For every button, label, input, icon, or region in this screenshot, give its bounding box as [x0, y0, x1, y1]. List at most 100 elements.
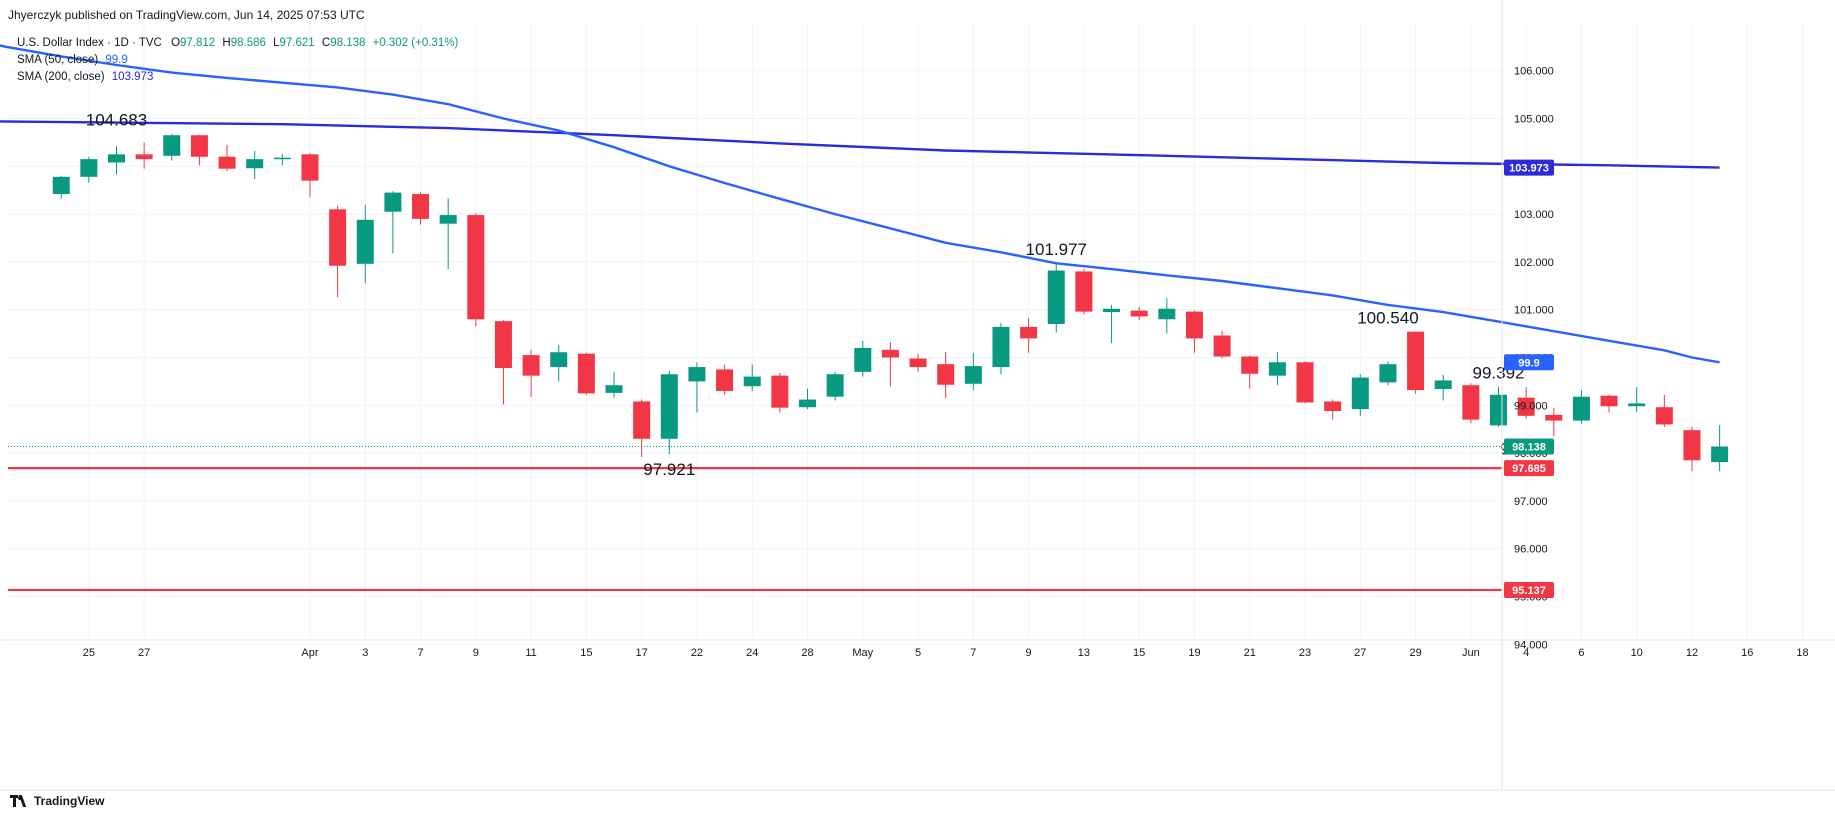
candle[interactable] — [301, 152, 319, 198]
x-tick-label: 21 — [1244, 647, 1256, 659]
candle[interactable] — [246, 151, 264, 180]
candle[interactable] — [992, 323, 1010, 375]
candles[interactable] — [52, 133, 1729, 472]
y-tick-label: 106.000 — [1514, 66, 1554, 78]
candle-body — [1158, 308, 1176, 320]
candle[interactable] — [1572, 390, 1590, 424]
candle[interactable] — [218, 144, 236, 172]
candle[interactable] — [1434, 374, 1452, 401]
candle-body — [356, 219, 374, 264]
candle[interactable] — [1324, 399, 1342, 420]
candle[interactable] — [494, 320, 512, 405]
candle-body — [771, 375, 789, 408]
candle[interactable] — [1020, 318, 1038, 353]
candle[interactable] — [1407, 331, 1425, 394]
candle[interactable] — [550, 345, 568, 382]
candle[interactable] — [660, 370, 678, 455]
candle[interactable] — [1379, 361, 1397, 386]
candle[interactable] — [356, 204, 374, 284]
candle[interactable] — [1683, 426, 1701, 472]
support-levels — [8, 446, 1502, 592]
candle[interactable] — [1075, 269, 1093, 315]
candle[interactable] — [1711, 425, 1729, 472]
candle[interactable] — [854, 340, 872, 377]
x-tick-label: 15 — [1133, 647, 1145, 659]
candle[interactable] — [1268, 351, 1286, 386]
candle-body — [1103, 308, 1121, 313]
candle[interactable] — [688, 362, 706, 413]
axis-price-label: 103.973 — [1504, 159, 1554, 176]
candle[interactable] — [1241, 355, 1259, 389]
candle[interactable] — [1351, 374, 1369, 416]
candle[interactable] — [605, 371, 623, 398]
candle-body — [1020, 326, 1038, 339]
candle-body — [743, 376, 761, 387]
candle[interactable] — [108, 146, 125, 175]
candle[interactable] — [1047, 262, 1065, 333]
candle[interactable] — [467, 213, 485, 327]
candle[interactable] — [52, 175, 70, 199]
candle[interactable] — [633, 399, 651, 457]
candle-body — [799, 399, 816, 408]
candle[interactable] — [1296, 361, 1314, 404]
legend: U.S. Dollar Index · 1D · TVC O97.812 H98… — [17, 35, 458, 86]
candle[interactable] — [1628, 387, 1646, 412]
tradingview-logo-icon — [10, 795, 30, 807]
candle-body — [1130, 310, 1148, 317]
candle[interactable] — [135, 142, 153, 169]
candle-body — [163, 135, 181, 156]
candle[interactable] — [909, 353, 927, 372]
candle[interactable] — [522, 349, 540, 397]
candle[interactable] — [1185, 310, 1203, 353]
candle[interactable] — [1517, 387, 1535, 419]
candle[interactable] — [163, 133, 181, 161]
axis-price-label: 97.685 — [1504, 460, 1554, 477]
candle-body — [660, 374, 678, 439]
candle[interactable] — [743, 364, 761, 391]
candle-body — [1296, 362, 1314, 403]
axis-price-label-bg — [1504, 581, 1554, 598]
price-annotation: 104.683 — [86, 111, 147, 130]
candle-body — [1324, 401, 1342, 412]
time-axis[interactable]: 212527Apr379111517222428May5791315192123… — [0, 639, 1835, 791]
tradingview-footer[interactable]: TradingView — [10, 794, 104, 808]
candle[interactable] — [1462, 383, 1480, 424]
candle[interactable] — [273, 153, 291, 166]
candle[interactable] — [1655, 394, 1673, 427]
candle[interactable] — [1130, 306, 1148, 321]
candle[interactable] — [716, 364, 734, 395]
candle[interactable] — [881, 342, 899, 387]
candle[interactable] — [412, 192, 430, 225]
candle[interactable] — [1600, 394, 1618, 413]
candle[interactable] — [439, 198, 457, 270]
candle-body — [329, 209, 347, 266]
x-tick-label: 27 — [138, 647, 150, 659]
candle[interactable] — [1545, 407, 1563, 437]
x-tick-label: 7 — [970, 647, 976, 659]
candle[interactable] — [1103, 304, 1121, 344]
candle[interactable] — [1158, 298, 1176, 334]
candle-body — [1268, 362, 1286, 376]
candle[interactable] — [937, 351, 955, 399]
y-tick-label: 96.000 — [1514, 544, 1548, 556]
candle[interactable] — [577, 352, 595, 395]
candle[interactable] — [190, 134, 208, 166]
price-axis[interactable]: 94.00095.00096.00097.00098.00099.000100.… — [1501, 0, 1554, 790]
legend-sma200-row[interactable]: SMA (200, close) 103.973 — [17, 69, 458, 86]
candle[interactable] — [80, 156, 98, 183]
candle[interactable] — [384, 191, 402, 254]
candle[interactable] — [1213, 331, 1231, 359]
candle[interactable] — [329, 205, 347, 298]
legend-sma50-row[interactable]: SMA (50, close) 99.9 — [17, 52, 458, 69]
price-annotation: 101.977 — [1026, 240, 1087, 259]
candle[interactable] — [771, 372, 789, 413]
candle[interactable] — [799, 388, 816, 410]
candle-body — [605, 385, 623, 393]
candle[interactable] — [1490, 386, 1507, 427]
legend-symbol-row[interactable]: U.S. Dollar Index · 1D · TVC O97.812 H98… — [17, 35, 458, 52]
candle[interactable] — [964, 352, 982, 391]
legend-h-label: H — [222, 37, 231, 49]
candle[interactable] — [826, 371, 844, 401]
candle-body — [1047, 270, 1065, 325]
